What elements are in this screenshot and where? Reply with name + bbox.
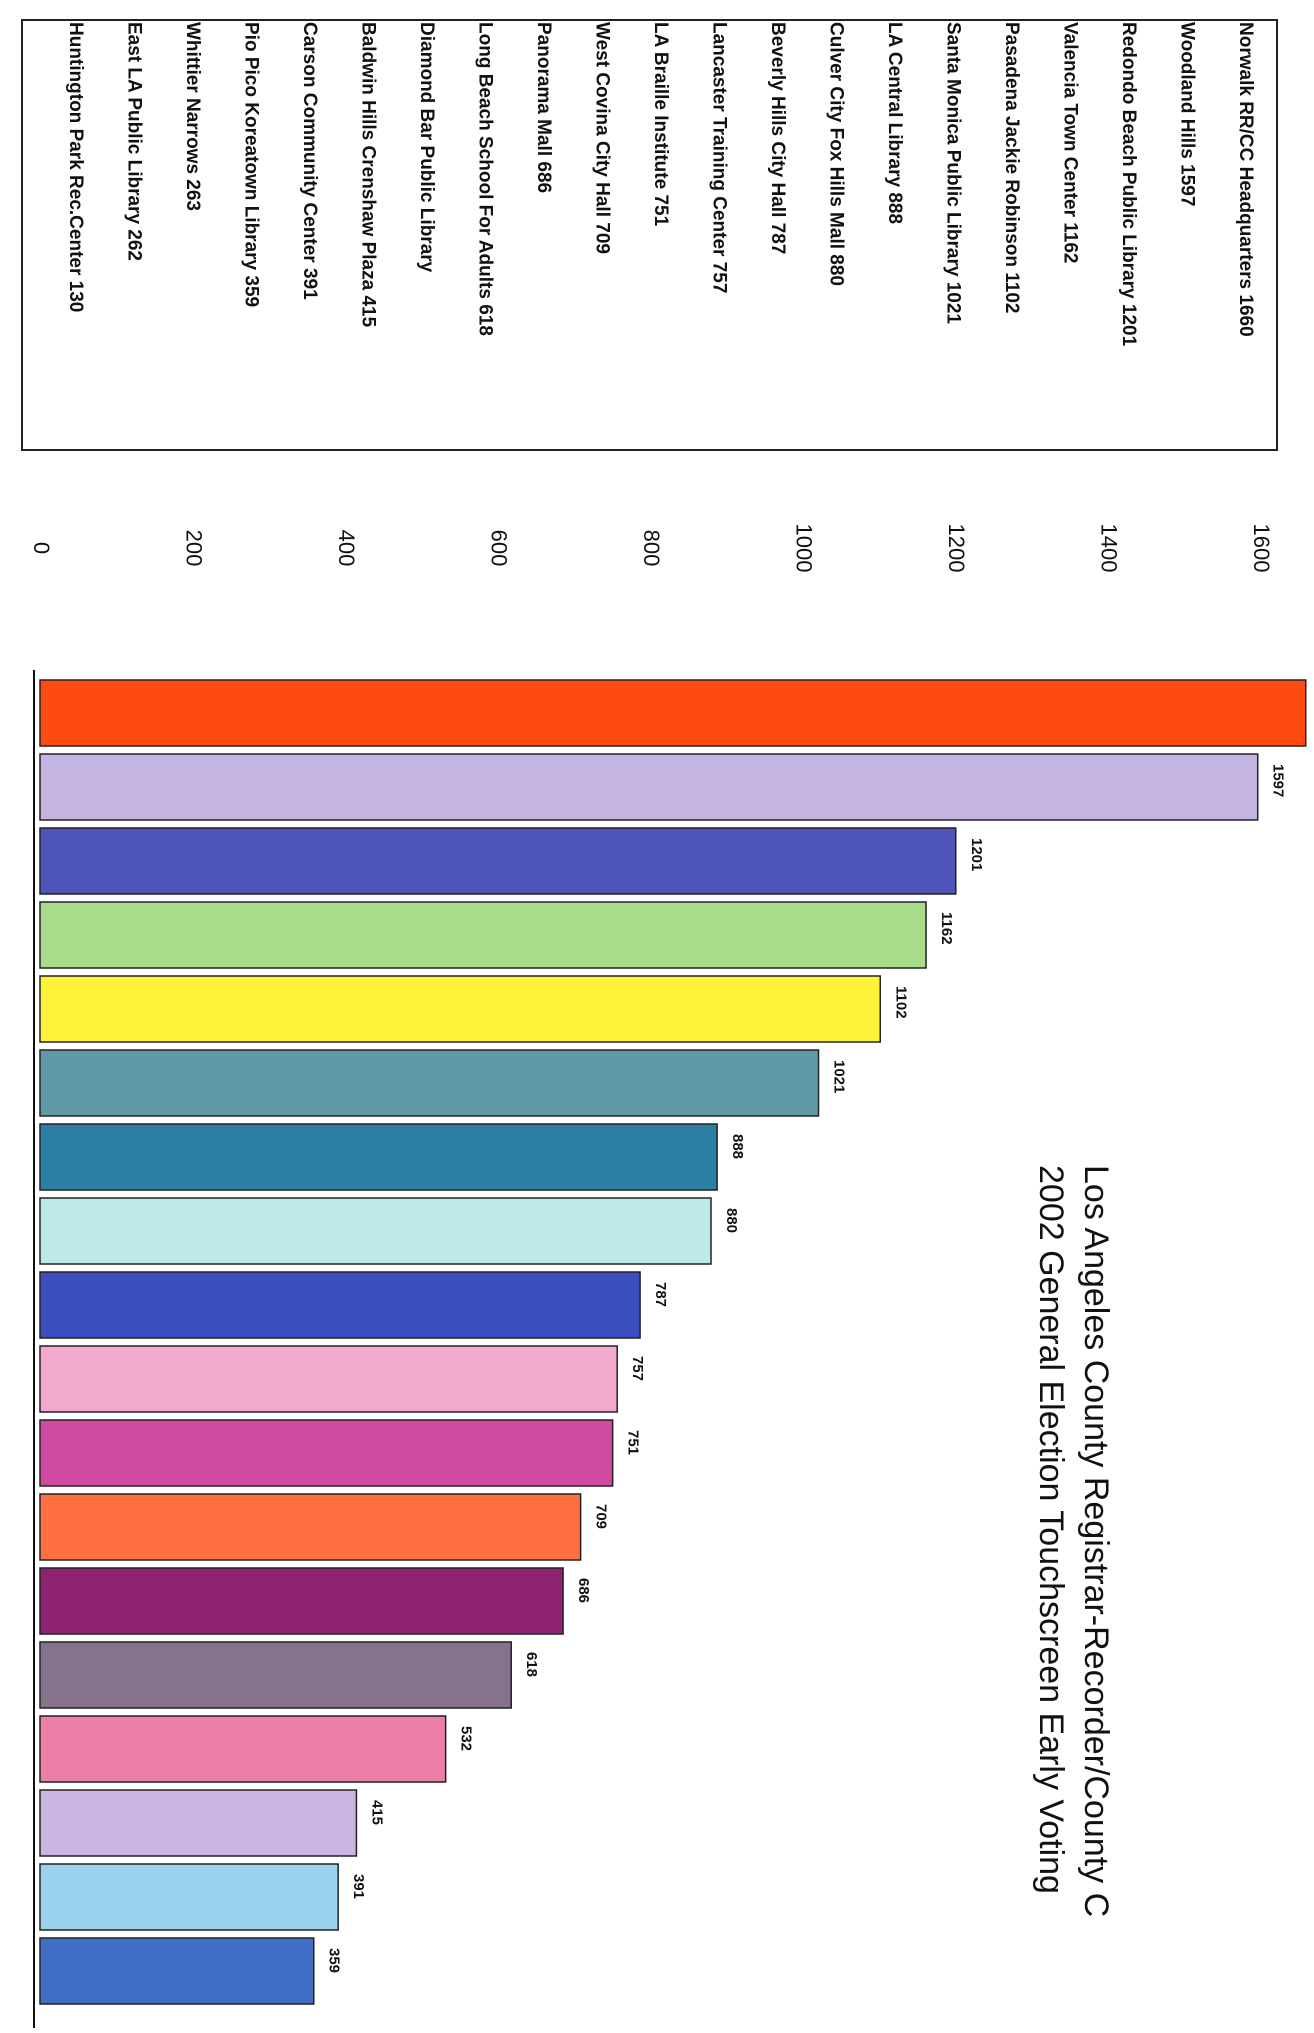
legend-entry: Redondo Beach Public Library 1201 [1118, 22, 1139, 347]
bar-value-label: 532 [458, 1726, 475, 1751]
bar [39, 1123, 718, 1191]
bar [39, 1271, 641, 1339]
legend-entry: Carson Community Center 391 [299, 22, 320, 300]
bar [39, 1197, 712, 1265]
legend-entry: Pio Pico Koreatown Library 359 [241, 22, 262, 307]
y-tick-label: 1600 [1249, 524, 1274, 573]
legend-entry: Pasadena Jackie Robinson 1102 [1001, 22, 1022, 314]
bar-value-label: 1201 [968, 838, 985, 871]
y-tick-label: 1200 [944, 524, 969, 573]
bar-value-label: 1021 [831, 1060, 848, 1093]
legend-entry: Panorama Mall 686 [533, 22, 554, 193]
chart-title-line: 2002 General Election Touchscreen Early … [1032, 1165, 1070, 1894]
legend-entry: Culver City Fox Hills Mall 880 [826, 22, 847, 286]
bar-value-label: 415 [368, 1800, 385, 1825]
bar-value-label: 888 [729, 1134, 746, 1159]
legend-entry: LA Braille Institute 751 [650, 22, 671, 227]
y-tick-label: 400 [334, 530, 359, 567]
legend-entry: Whittier Narrows 263 [182, 22, 203, 211]
bar [39, 975, 882, 1043]
legend-entry: LA Central Library 888 [884, 22, 905, 224]
y-tick-label: 800 [639, 530, 664, 567]
legend-entry: East LA Public Library 262 [124, 22, 145, 261]
bar-value-label: 359 [326, 1948, 343, 1973]
bar-value-label: 787 [652, 1282, 669, 1307]
y-tick-label: 0 [29, 542, 54, 554]
bar-value-label: 1162 [938, 912, 955, 945]
legend-entry: Santa Monica Public Library 1021 [943, 22, 964, 324]
chart-title: Los Angeles County Registrar-Recorder/Co… [1032, 1165, 1115, 1917]
bar-value-label: 709 [593, 1504, 610, 1529]
bar-value-label: 1102 [892, 986, 909, 1019]
legend-entry: Norwalk RR/CC Headquarters 1660 [1235, 22, 1256, 337]
legend-entry: Beverly Hills City Hall 787 [767, 22, 788, 254]
legend-entry: Lancaster Training Center 757 [709, 22, 730, 293]
legend-entry: Baldwin Hills Crenshaw Plaza 415 [358, 22, 379, 328]
y-tick-label: 600 [487, 530, 512, 567]
legend-entry: Woodland Hills 1597 [1177, 22, 1198, 206]
bar [39, 1419, 614, 1487]
legend-entry: West Covina City Hall 709 [592, 22, 613, 254]
bar-value-label: 686 [575, 1578, 592, 1603]
bar-value-label: 757 [629, 1356, 646, 1381]
bar [39, 679, 1307, 747]
bar [39, 1567, 564, 1635]
legend-entry: Huntington Park Rec.Center 130 [65, 22, 86, 312]
bar-value-label: 1597 [1270, 764, 1287, 797]
bar [39, 1863, 339, 1931]
y-tick-label: 200 [182, 530, 207, 567]
bar [39, 753, 1259, 821]
bar [39, 901, 927, 969]
bar [39, 1641, 512, 1709]
bar [39, 1789, 358, 1857]
legend-entry: Valencia Town Center 1162 [1060, 22, 1081, 263]
bar [39, 1715, 447, 1783]
bar [39, 1493, 582, 1561]
legend-border [21, 19, 1278, 451]
legend-entry: Diamond Bar Public Library [416, 22, 437, 273]
bar-value-label: 618 [523, 1652, 540, 1677]
bars: 1660159712011162110210218888807877577517… [39, 679, 1307, 2005]
bar [39, 1049, 820, 1117]
chart-title-line: Los Angeles County Registrar-Recorder/Co… [1077, 1165, 1115, 1917]
y-axis: 0 200 400 600 800 1000 1200 1400 1600 [29, 524, 1274, 2028]
bar-value-label: 391 [350, 1874, 367, 1899]
bar [39, 1345, 618, 1413]
bar [39, 827, 957, 895]
bar [39, 1937, 315, 2005]
y-tick-label: 1000 [792, 524, 817, 573]
bar-value-label: 880 [723, 1208, 740, 1233]
y-tick-label: 1400 [1097, 524, 1122, 573]
legend-entry: Long Beach School For Adults 618 [475, 22, 496, 336]
legend: Norwalk RR/CC Headquarters 1660 Woodland … [21, 19, 1278, 451]
bar-value-label: 751 [625, 1430, 642, 1455]
